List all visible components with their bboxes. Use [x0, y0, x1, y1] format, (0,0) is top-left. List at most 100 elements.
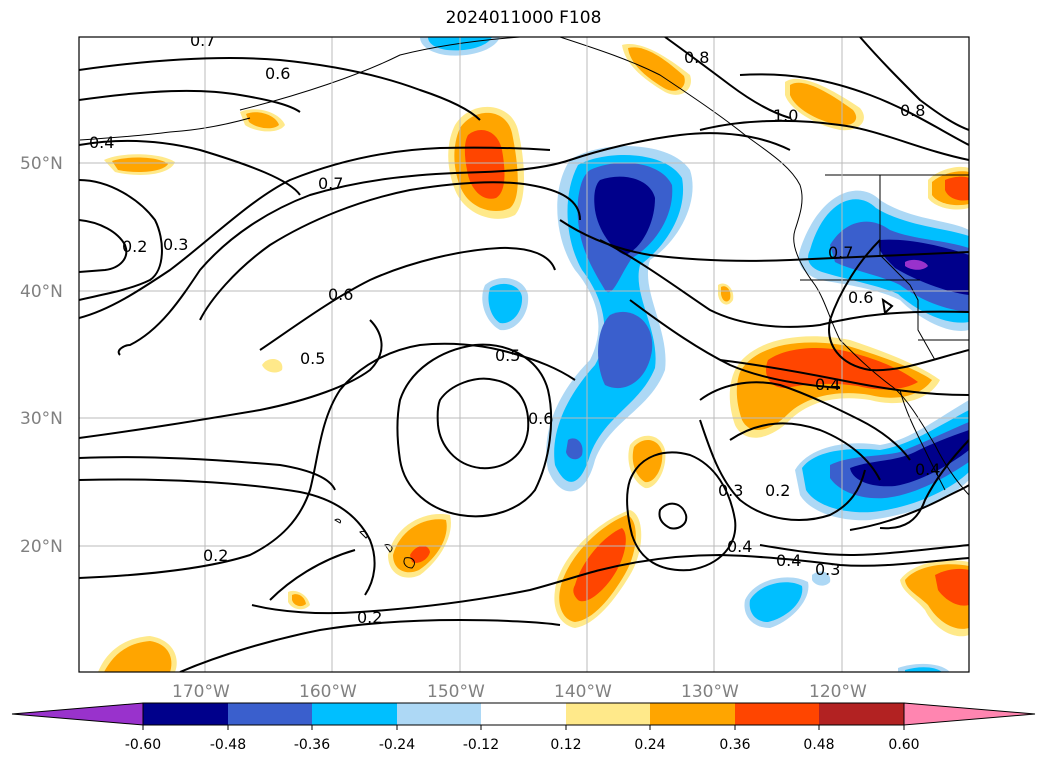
contour-line — [79, 146, 551, 319]
negative-anomaly-region — [812, 571, 831, 586]
positive-anomaly-region — [721, 286, 731, 302]
gridlines — [79, 37, 969, 672]
contour-label: 0.3 — [163, 235, 188, 254]
lon-label-140w: 140°W — [554, 682, 612, 702]
colorbar-tick-label: 0.24 — [634, 737, 665, 753]
contour-label: 0.7 — [828, 243, 853, 262]
negative-anomaly-region — [905, 259, 928, 270]
contour-line — [79, 179, 163, 301]
positive-anomaly-region — [628, 47, 685, 91]
colorbar-segment — [228, 703, 312, 725]
colorbar-tick-label: -0.12 — [463, 737, 499, 753]
contour-line — [739, 73, 969, 146]
longitude-labels: 170°W 160°W 150°W 140°W 130°W 120°W — [172, 682, 867, 702]
negative-anomaly-region — [566, 438, 583, 460]
colorbar-segment — [735, 703, 819, 725]
contour-line — [699, 419, 866, 521]
colorbar-segment — [566, 703, 650, 725]
contour-label: 0.6 — [848, 288, 873, 307]
contour-label: 1.0 — [773, 106, 798, 125]
negative-anomaly-region — [488, 283, 523, 324]
contour-label: 0.4 — [915, 460, 940, 479]
contour-line — [699, 381, 911, 461]
colorbar-frame — [142, 702, 905, 726]
positive-anomaly-region — [632, 440, 663, 483]
contour-label: 0.4 — [727, 537, 752, 556]
colorbar-extend-high — [903, 702, 1036, 726]
contour-line — [559, 219, 969, 262]
contour-line — [79, 219, 128, 273]
contour-line — [251, 553, 969, 615]
positive-anomaly-region — [935, 568, 969, 606]
lat-label-20n: 20°N — [20, 537, 63, 557]
lon-label-150w: 150°W — [427, 682, 485, 702]
contour-line — [629, 299, 841, 389]
contour-lines — [79, 37, 969, 672]
contour-line — [396, 343, 553, 518]
contour-label: 0.2 — [203, 546, 228, 565]
contour-line — [179, 618, 561, 672]
contour-line — [199, 181, 581, 321]
contour-label: 0.2 — [765, 481, 790, 500]
contour-label: 0.3 — [718, 481, 743, 500]
contour-line — [79, 139, 301, 196]
positive-anomaly-region — [292, 594, 306, 607]
contour-line — [117, 132, 791, 356]
plot-frame — [78, 36, 970, 673]
contour-line — [436, 377, 530, 470]
contour-line — [79, 319, 383, 439]
lat-label-30n: 30°N — [20, 409, 63, 429]
lon-label-170w: 170°W — [172, 682, 230, 702]
colorbar-segment — [481, 703, 566, 725]
contour-line — [259, 246, 556, 351]
positive-anomaly-region — [246, 112, 279, 129]
colorbar-segment — [312, 703, 397, 725]
plot-area: 0.7 0.6 0.8 1.0 0.8 0.4 0.7 0.2 0.3 0.6 … — [79, 37, 969, 672]
contour-label: 0.5 — [495, 346, 520, 365]
contour-label: 0.6 — [265, 64, 290, 83]
contour-line — [879, 439, 969, 530]
lat-label-50n: 50°N — [20, 154, 63, 174]
positive-anomaly-region — [410, 545, 430, 563]
colorbar-tick-label: 0.48 — [803, 737, 834, 753]
contour-line — [79, 57, 481, 121]
contour-line — [759, 544, 969, 557]
colorbar-tick-label: 0.36 — [719, 737, 750, 753]
colorbar-segment — [397, 703, 481, 725]
positive-anomaly-region — [945, 176, 969, 201]
colorbar-tick-label: -0.48 — [210, 737, 246, 753]
contour-label: 0.3 — [815, 560, 840, 579]
contour-label: 0.4 — [89, 133, 114, 152]
contour-line — [79, 89, 301, 113]
contour-line — [849, 484, 969, 531]
contour-line — [719, 359, 969, 396]
contour-line — [79, 456, 336, 491]
contour-line — [79, 342, 576, 579]
colorbar-tick-label: -0.24 — [379, 737, 415, 753]
contour-label: 0.4 — [776, 551, 801, 570]
latitude-labels: 50°N 40°N 30°N 20°N — [20, 154, 63, 557]
contour-label: 0.6 — [328, 285, 353, 304]
lat-label-40n: 40°N — [20, 282, 63, 302]
contour-line — [664, 37, 791, 119]
colorbar-extend-low — [11, 702, 144, 726]
positive-anomaly-region — [790, 82, 857, 126]
coastline-alaska — [239, 37, 969, 496]
negative-anomaly-region — [598, 311, 653, 389]
contour-labels: 0.7 0.6 0.8 1.0 0.8 0.4 0.7 0.2 0.3 0.6 … — [89, 37, 940, 627]
contour-line — [79, 478, 376, 601]
positive-anomaly-region — [112, 157, 168, 172]
state-borders — [800, 174, 969, 361]
contour-label: 0.2 — [357, 608, 382, 627]
negative-anomaly-region — [594, 176, 655, 255]
contour-label: 0.8 — [900, 101, 925, 120]
contour-label: 0.5 — [300, 349, 325, 368]
contour-label: 0.2 — [122, 237, 147, 256]
contour-line — [859, 37, 969, 131]
lon-label-160w: 160°W — [299, 682, 357, 702]
coastlines — [79, 37, 969, 569]
contour-line — [626, 451, 737, 572]
contour-line — [658, 502, 688, 530]
colorbar-segment — [819, 703, 904, 725]
